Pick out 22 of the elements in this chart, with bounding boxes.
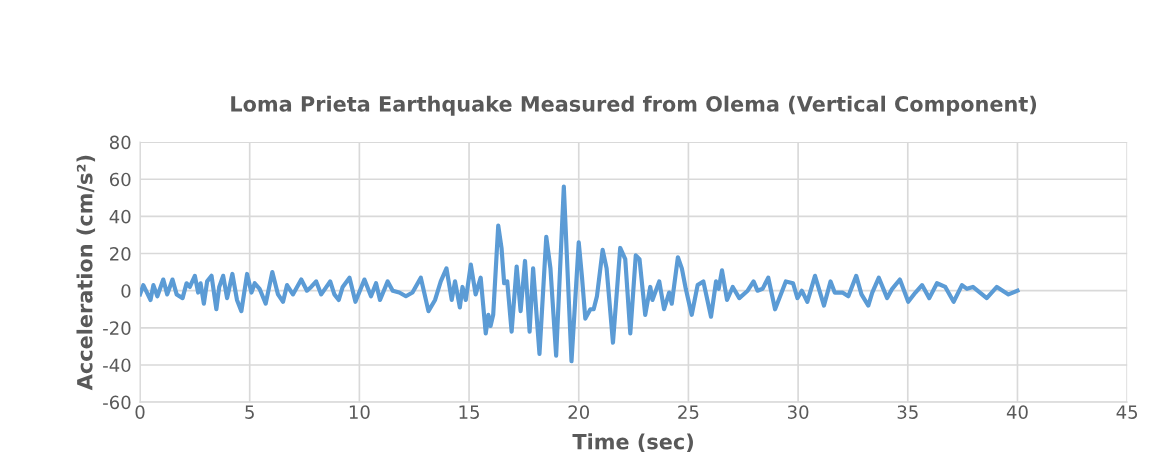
y-tick-label: 60	[109, 172, 131, 187]
y-tick-label: 0	[121, 284, 131, 298]
x-tick-label: 0	[135, 405, 145, 419]
x-tick-label: 25	[678, 405, 699, 419]
x-tick-label: 5	[245, 405, 254, 419]
x-tick-label: 15	[459, 405, 479, 419]
y-tick-label: -40	[103, 358, 131, 373]
x-tick-label: 20	[568, 405, 590, 419]
y-tick-label: 40	[109, 209, 131, 224]
y-axis-title: Acceleration (cm/s²)	[76, 155, 96, 391]
x-tick-label: 35	[897, 405, 918, 419]
x-tick-label: 45	[1116, 405, 1138, 419]
y-tick-label: 80	[109, 135, 131, 150]
x-tick-label: 40	[1006, 405, 1028, 419]
y-tick-label: 20	[110, 246, 131, 261]
line-series	[140, 184, 1020, 364]
x-tick-label: 10	[349, 405, 370, 419]
x-tick-label: 30	[787, 405, 809, 419]
chart-title: Loma Prieta Earthquake Measured from Olema (Vertical Component)	[231, 95, 1037, 116]
y-tick-label: -60	[103, 395, 131, 410]
y-tick-label: -20	[103, 321, 131, 335]
x-axis-title: Time (sec)	[572, 433, 693, 452]
